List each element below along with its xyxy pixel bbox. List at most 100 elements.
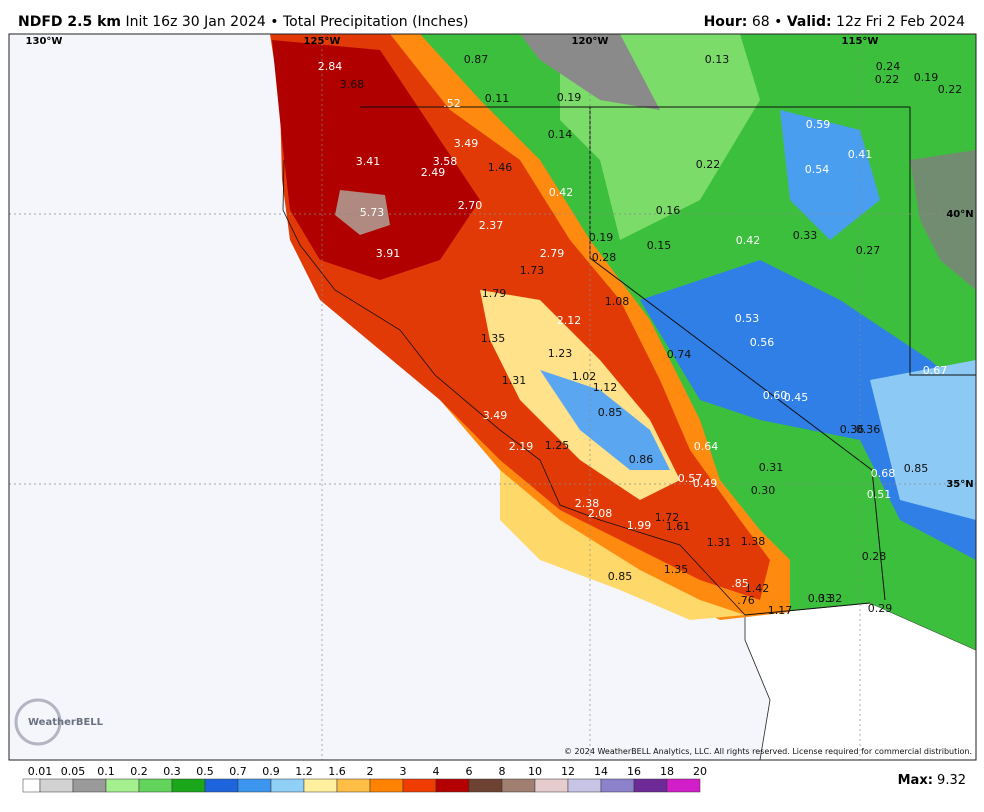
point-value: 0.87 <box>464 53 489 66</box>
point-value: 0.42 <box>736 234 761 247</box>
point-value: 0.53 <box>735 312 760 325</box>
colorbar-label: 10 <box>528 765 542 778</box>
point-value: 0.22 <box>696 158 721 171</box>
point-value: 5.73 <box>360 206 385 219</box>
colorbar-label: 0.01 <box>28 765 53 778</box>
valley-blue <box>540 370 670 470</box>
hour-label: Hour: <box>704 14 748 30</box>
point-value: 0.85 <box>904 462 929 475</box>
point-value: 0.42 <box>549 186 574 199</box>
point-value: 1.79 <box>482 287 507 300</box>
point-value: 3.41 <box>356 155 381 168</box>
longitude-label: 120°W <box>572 36 609 47</box>
colorbar-label: 1.2 <box>295 765 313 778</box>
colorbar-label: 0.3 <box>163 765 181 778</box>
point-value: 3.49 <box>454 137 479 150</box>
point-value: 1.99 <box>627 519 652 532</box>
colorbar-swatch <box>402 778 437 793</box>
point-value: 0.13 <box>705 53 730 66</box>
colorbar-label: 0.7 <box>229 765 247 778</box>
header-right: Hour: 68 • Valid: 12z Fri 2 Feb 2024 <box>704 14 966 30</box>
point-value: .76 <box>737 594 755 607</box>
colorbar-swatch <box>336 778 371 793</box>
colorbar-label: 16 <box>627 765 641 778</box>
max-value: Max: 9.32 <box>898 773 966 788</box>
point-value: 0.56 <box>750 336 775 349</box>
colorbar-swatch <box>72 778 107 793</box>
point-value: 1.42 <box>745 582 770 595</box>
init: Init 16z 30 Jan 2024 <box>125 14 265 30</box>
separator: • <box>774 14 782 30</box>
colorbar-label: 18 <box>660 765 674 778</box>
point-value: 0.68 <box>871 467 896 480</box>
point-value: 1.35 <box>664 563 689 576</box>
max-patch <box>335 190 390 235</box>
colorbar-label: 6 <box>466 765 473 778</box>
point-value: 2.49 <box>421 166 446 179</box>
blue-field <box>640 260 976 560</box>
point-value: 3.68 <box>340 78 365 91</box>
latitude-label: 40°N <box>946 209 973 220</box>
point-value: 1.72 <box>655 511 680 524</box>
point-value: 0.33 <box>808 592 833 605</box>
colorbar-swatch <box>270 778 305 793</box>
colorbar-swatch <box>567 778 602 793</box>
longitude-label: 130°W <box>26 36 63 47</box>
point-value: 1.38 <box>741 535 766 548</box>
colorbar-label: 14 <box>594 765 608 778</box>
copyright: © 2024 WeatherBELL Analytics, LLC. All r… <box>564 747 972 756</box>
coast-yellow <box>500 470 745 620</box>
colorbar-label: 0.5 <box>196 765 214 778</box>
point-value: 2.37 <box>479 219 504 232</box>
point-value: 3.58 <box>433 155 458 168</box>
colorbar-swatch <box>303 778 338 793</box>
separator: • <box>270 14 278 30</box>
point-value: 0.67 <box>923 364 948 377</box>
point-value: 0.54 <box>805 163 830 176</box>
point-value: 1.46 <box>488 161 513 174</box>
model: NDFD 2.5 km <box>18 14 121 30</box>
state-borders <box>360 106 976 601</box>
point-value: 0.74 <box>667 348 692 361</box>
point-value: 1.73 <box>520 264 545 277</box>
point-value: 0.32 <box>818 592 843 605</box>
gray-patch <box>520 34 660 110</box>
colorbar-label: 12 <box>561 765 575 778</box>
hour: 68 <box>752 14 770 30</box>
gray-patch <box>910 150 976 290</box>
longitude-label: 125°W <box>304 36 341 47</box>
point-value: 0.14 <box>548 128 573 141</box>
point-value: .85 <box>731 577 749 590</box>
point-value: 1.31 <box>707 536 732 549</box>
colorbar-label: 4 <box>433 765 440 778</box>
point-value: 0.36 <box>840 423 865 436</box>
point-value: 2.08 <box>588 507 613 520</box>
colorbar: 0.01 0.05 0.1 0.2 0.3 0.5 0.7 0.9 1.2 1.6 2 3 4 6 8 10 1… <box>22 765 707 793</box>
labels: 130°W 125°W 120°W 115°W 40°N 35°N 0.87 0.13 2.84… <box>26 36 974 617</box>
point-value: 1.61 <box>666 520 691 533</box>
colorbar-label: 0.9 <box>262 765 280 778</box>
colorbar-label: 1.6 <box>328 765 346 778</box>
point-value: 1.35 <box>481 332 506 345</box>
point-value: 0.16 <box>656 204 681 217</box>
point-value: 0.49 <box>693 477 718 490</box>
header-left: NDFD 2.5 km Init 16z 30 Jan 2024 • Total… <box>18 14 469 30</box>
coastline <box>282 159 746 616</box>
point-value: 1.02 <box>572 370 597 383</box>
point-value: 2.19 <box>509 440 534 453</box>
point-value: 2.70 <box>458 199 483 212</box>
point-value: 0.27 <box>856 244 881 257</box>
point-value: 0.22 <box>875 73 900 86</box>
colorbar-label: 20 <box>693 765 707 778</box>
blue-patch <box>870 360 976 520</box>
point-value: 0.41 <box>848 148 873 161</box>
max-label: Max: <box>898 773 933 788</box>
colorbar-swatch <box>666 778 701 793</box>
point-value: 2.38 <box>575 497 600 510</box>
colorbar-swatch <box>600 778 635 793</box>
point-value: 0.29 <box>868 602 893 615</box>
point-value: 0.51 <box>867 488 892 501</box>
point-value: 1.25 <box>545 439 570 452</box>
